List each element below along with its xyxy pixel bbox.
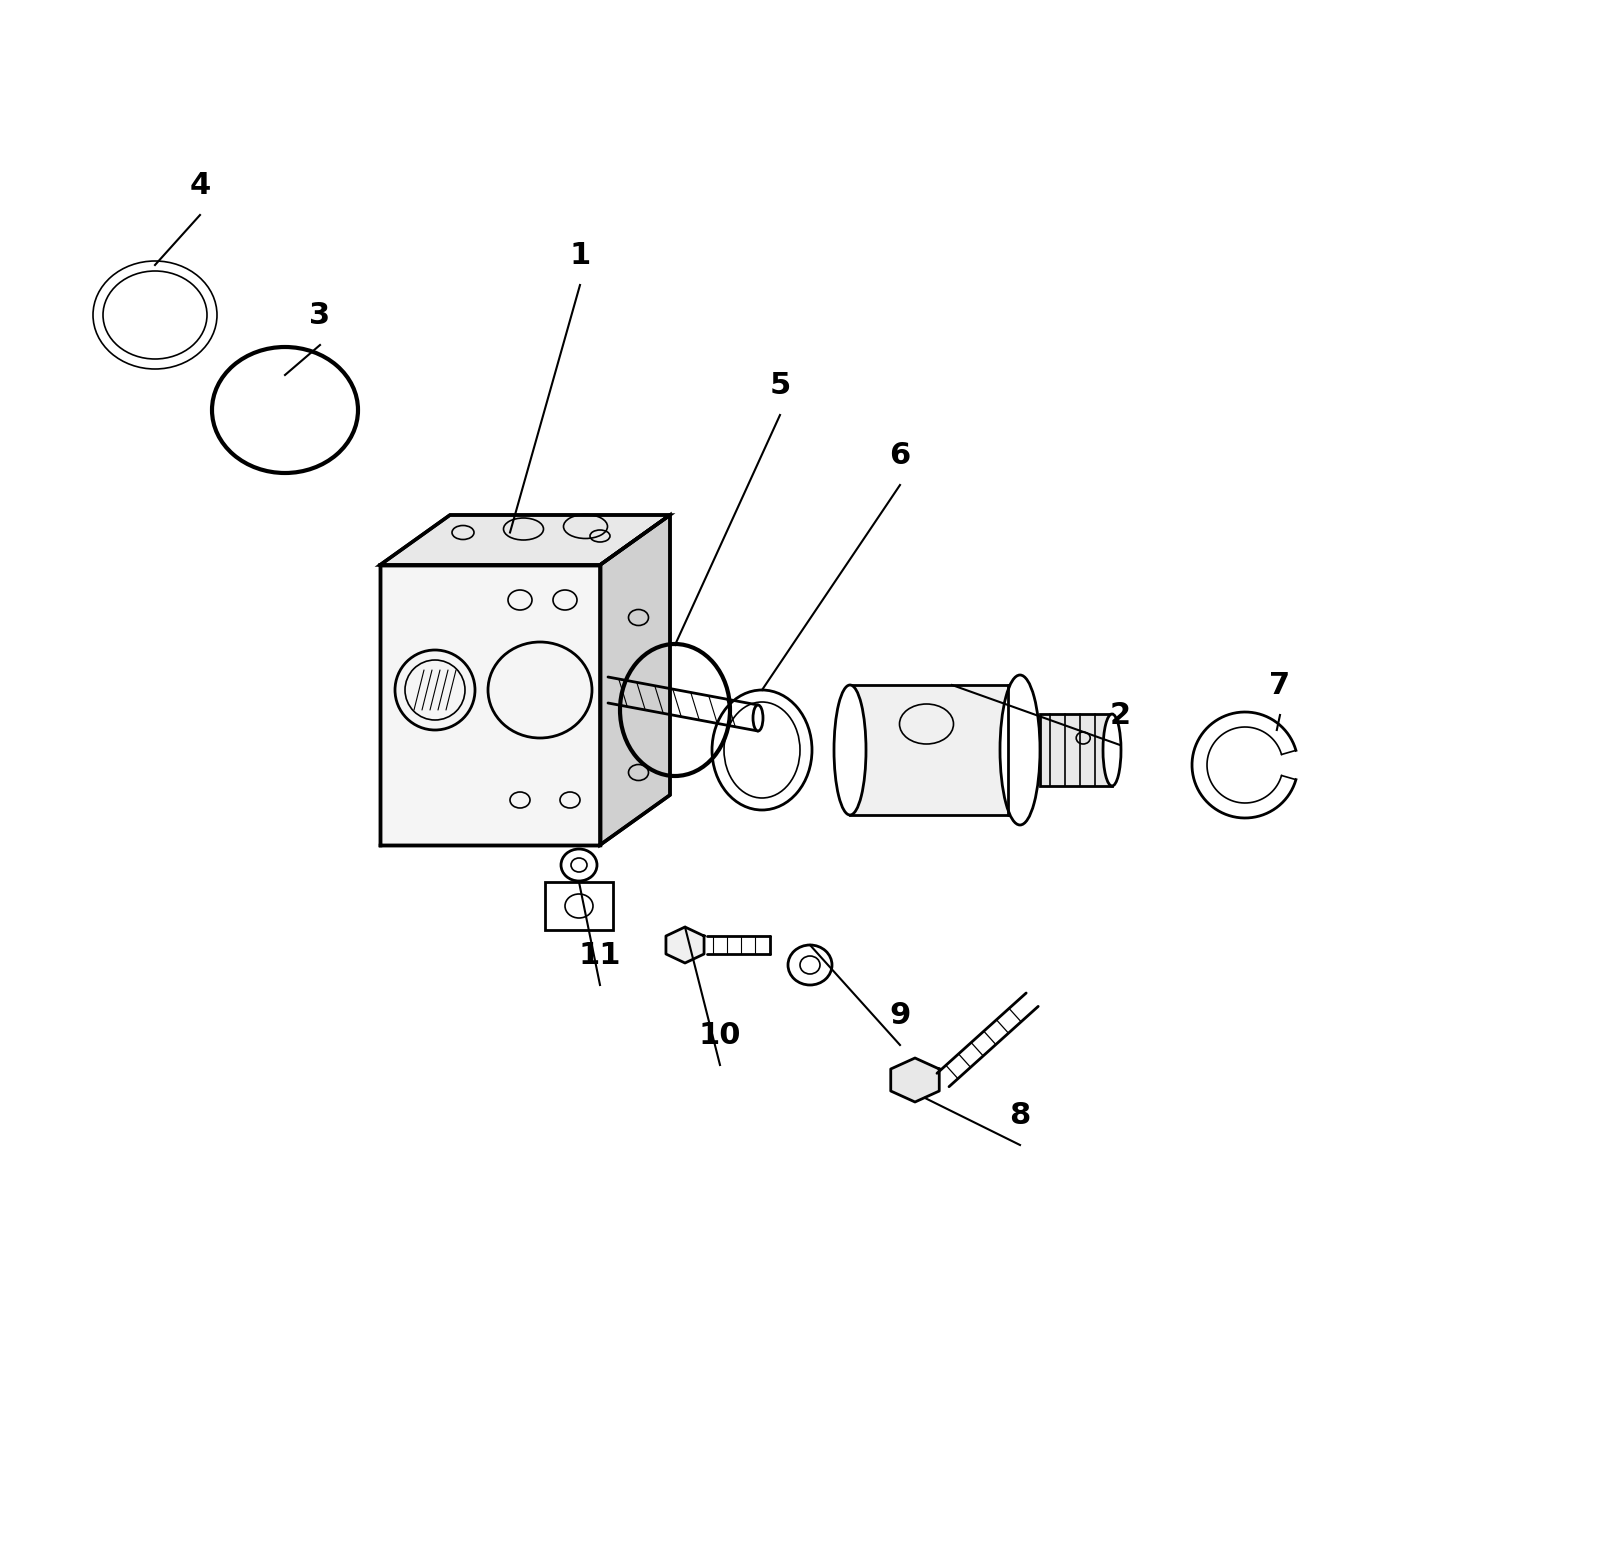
Ellipse shape bbox=[1001, 675, 1039, 825]
Text: 9: 9 bbox=[889, 1002, 910, 1030]
Polygon shape bbox=[380, 565, 601, 845]
Text: 5: 5 bbox=[769, 371, 790, 401]
Polygon shape bbox=[601, 515, 670, 845]
Ellipse shape bbox=[753, 704, 763, 731]
Text: 2: 2 bbox=[1109, 701, 1130, 729]
Text: 10: 10 bbox=[699, 1020, 742, 1050]
Ellipse shape bbox=[834, 685, 866, 815]
Bar bbox=[850, 685, 1020, 815]
Polygon shape bbox=[380, 515, 670, 565]
Bar bbox=[1039, 714, 1112, 786]
Text: 1: 1 bbox=[570, 241, 591, 271]
Polygon shape bbox=[665, 926, 704, 962]
Ellipse shape bbox=[1103, 714, 1120, 786]
Polygon shape bbox=[890, 1058, 939, 1102]
Text: 6: 6 bbox=[889, 441, 910, 470]
Text: 3: 3 bbox=[309, 300, 330, 330]
Text: 8: 8 bbox=[1009, 1102, 1031, 1130]
Text: 11: 11 bbox=[578, 941, 622, 970]
Text: 7: 7 bbox=[1269, 671, 1290, 700]
Bar bbox=[546, 883, 614, 930]
Text: 4: 4 bbox=[189, 171, 210, 200]
